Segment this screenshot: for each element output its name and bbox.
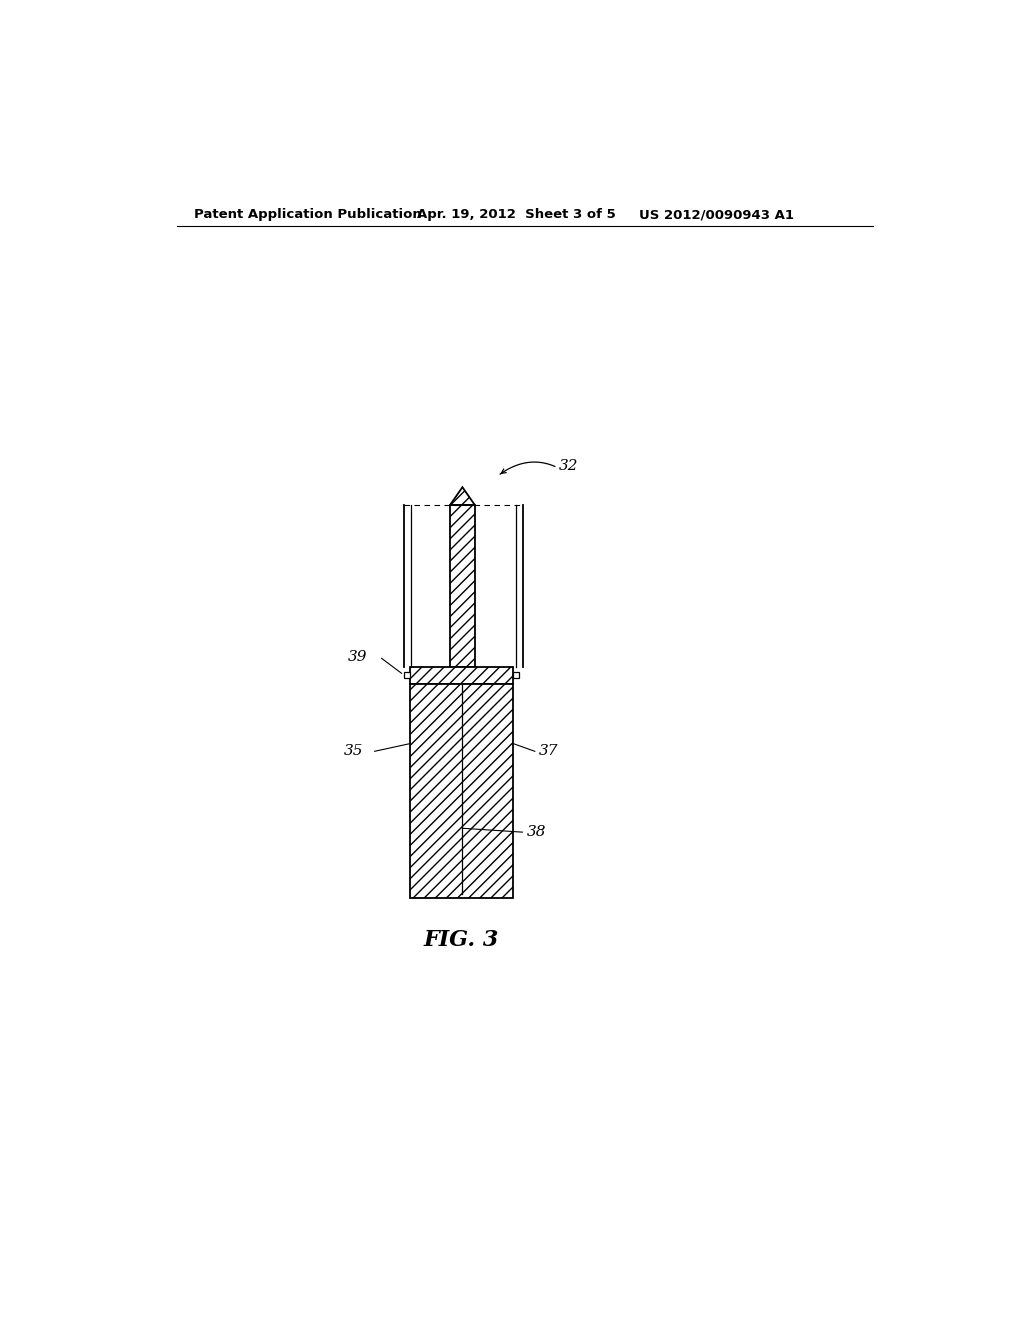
Bar: [410, 667, 513, 684]
Text: Apr. 19, 2012  Sheet 3 of 5: Apr. 19, 2012 Sheet 3 of 5: [417, 209, 615, 222]
Text: 38: 38: [526, 825, 546, 840]
Bar: [513, 672, 519, 678]
Text: 37: 37: [539, 744, 558, 758]
Polygon shape: [451, 487, 475, 506]
Text: FIG. 3: FIG. 3: [424, 929, 500, 950]
FancyBboxPatch shape: [451, 506, 475, 667]
Text: 35: 35: [344, 744, 364, 758]
Bar: [410, 684, 513, 898]
Bar: [403, 672, 410, 678]
Text: Patent Application Publication: Patent Application Publication: [194, 209, 422, 222]
Text: 32: 32: [559, 459, 579, 474]
Text: US 2012/0090943 A1: US 2012/0090943 A1: [639, 209, 794, 222]
Text: 39: 39: [348, 649, 368, 664]
